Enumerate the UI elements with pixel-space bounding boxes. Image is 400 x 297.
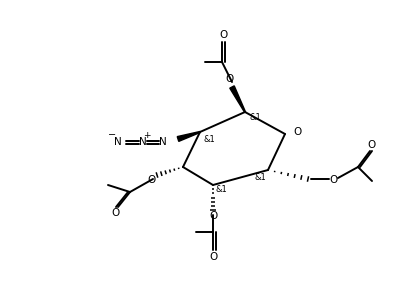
Text: O: O <box>210 252 218 262</box>
Polygon shape <box>177 132 200 141</box>
Text: O: O <box>112 208 120 218</box>
Text: O: O <box>219 30 227 40</box>
Text: O: O <box>329 175 337 185</box>
Text: −: − <box>108 130 116 140</box>
Text: &1: &1 <box>250 113 262 122</box>
Text: O: O <box>293 127 301 137</box>
Text: O: O <box>225 74 233 84</box>
Text: &1: &1 <box>254 173 266 181</box>
Text: N: N <box>159 137 167 147</box>
Text: &1: &1 <box>203 135 215 145</box>
Text: O: O <box>368 140 376 150</box>
Text: O: O <box>148 175 156 185</box>
Text: O: O <box>209 211 217 221</box>
Polygon shape <box>230 86 246 112</box>
Text: &1: &1 <box>215 186 227 195</box>
Text: +: + <box>143 132 151 140</box>
Text: N: N <box>139 137 147 147</box>
Text: N: N <box>114 137 122 147</box>
